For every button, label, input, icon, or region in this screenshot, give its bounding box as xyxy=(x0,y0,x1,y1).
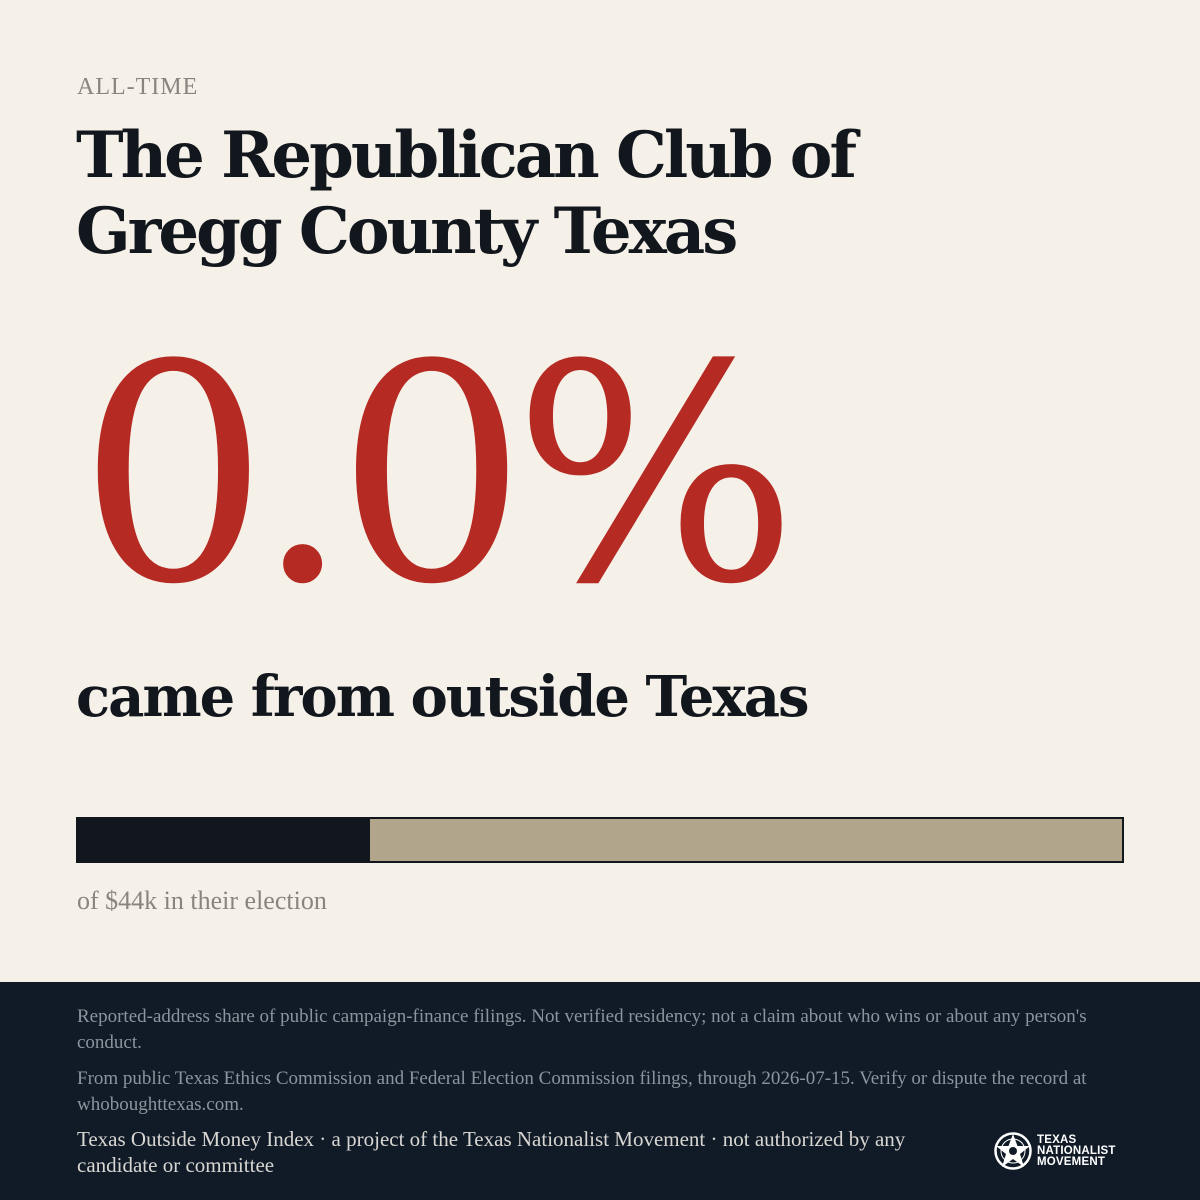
total-raised-caption: of $44k in their election xyxy=(77,886,327,915)
page-title: The Republican Club of Gregg County Texa… xyxy=(76,118,857,269)
share-bar-fill xyxy=(78,819,371,861)
logo-line-3: MOVEMENT xyxy=(1037,1155,1106,1168)
source-note: From public Texas Ethics Commission and … xyxy=(77,1068,1087,1115)
share-bar xyxy=(76,817,1124,863)
methodology-note: Reported-address share of public campaig… xyxy=(77,1006,1087,1053)
outside-share-caption: came from outside Texas xyxy=(76,664,810,730)
tnm-logo: TEXAS NATIONALIST MOVEMENT xyxy=(993,1131,1116,1171)
logo-line-1: TEXAS xyxy=(1037,1133,1077,1146)
logo-wordmark: TEXAS NATIONALIST MOVEMENT xyxy=(1037,1133,1116,1168)
outside-share-percentage: 0.0% xyxy=(78,301,798,650)
period-label: ALL-TIME xyxy=(77,74,199,100)
logo-line-2: NATIONALIST xyxy=(1037,1144,1116,1157)
project-credit: Texas Outside Money Index · a project of… xyxy=(77,1127,906,1177)
star-seal-icon xyxy=(994,1132,1032,1170)
